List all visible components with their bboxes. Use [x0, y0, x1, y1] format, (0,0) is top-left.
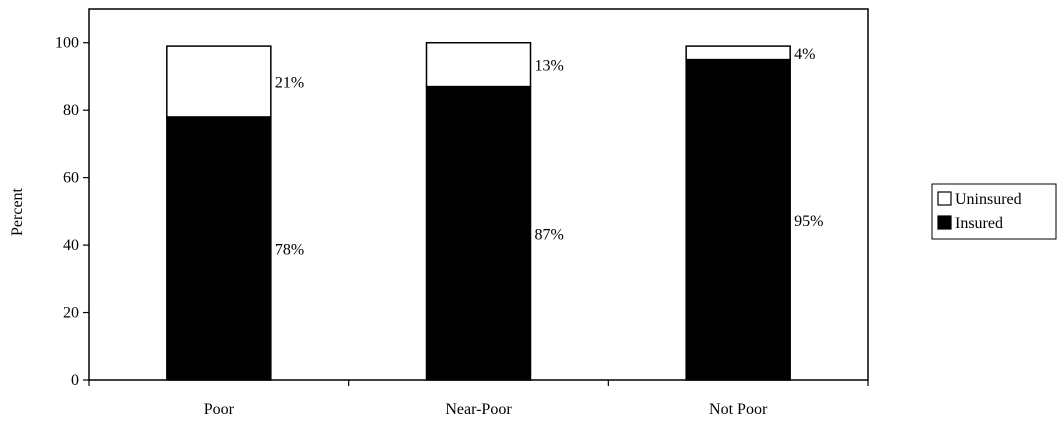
y-tick-label: 100 [55, 35, 79, 52]
data-label-insured: 87% [535, 226, 564, 243]
data-label-insured: 95% [794, 213, 823, 230]
bar-uninsured [425, 41, 532, 88]
legend-box [931, 183, 1057, 240]
data-labels: 78% 21% 87% 13% 95% 4% [275, 46, 824, 259]
y-axis-title: Percent [9, 187, 26, 236]
legend-label-insured: Insured [955, 215, 1003, 232]
x-axis: Poor Near-Poor Not Poor [88, 380, 869, 418]
legend-label-uninsured: Uninsured [955, 191, 1022, 208]
y-tick-label: 20 [63, 305, 79, 322]
legend: Uninsured Insured [931, 183, 1057, 240]
legend-swatch-uninsured [937, 191, 952, 206]
data-label-insured: 78% [275, 241, 304, 258]
y-tick-label: 40 [63, 237, 79, 254]
bar-series [166, 41, 791, 381]
y-axis: 0 20 40 60 80 100 [55, 35, 89, 389]
data-label-uninsured: 13% [535, 58, 564, 75]
bar-uninsured [685, 45, 791, 61]
legend-swatch-insured [937, 215, 952, 230]
bar-insured [425, 85, 532, 381]
data-label-uninsured: 4% [794, 46, 815, 63]
data-label-uninsured: 21% [275, 75, 304, 92]
bar-insured [685, 58, 791, 381]
bar-insured [166, 116, 272, 381]
x-tick-label: Poor [204, 401, 235, 418]
y-tick-label: 0 [71, 372, 79, 389]
y-tick-label: 60 [63, 170, 79, 187]
y-tick-label: 80 [63, 102, 79, 119]
x-tick-label: Not Poor [709, 401, 768, 418]
x-tick-label: Near-Poor [445, 401, 512, 418]
bar-uninsured [166, 45, 272, 118]
